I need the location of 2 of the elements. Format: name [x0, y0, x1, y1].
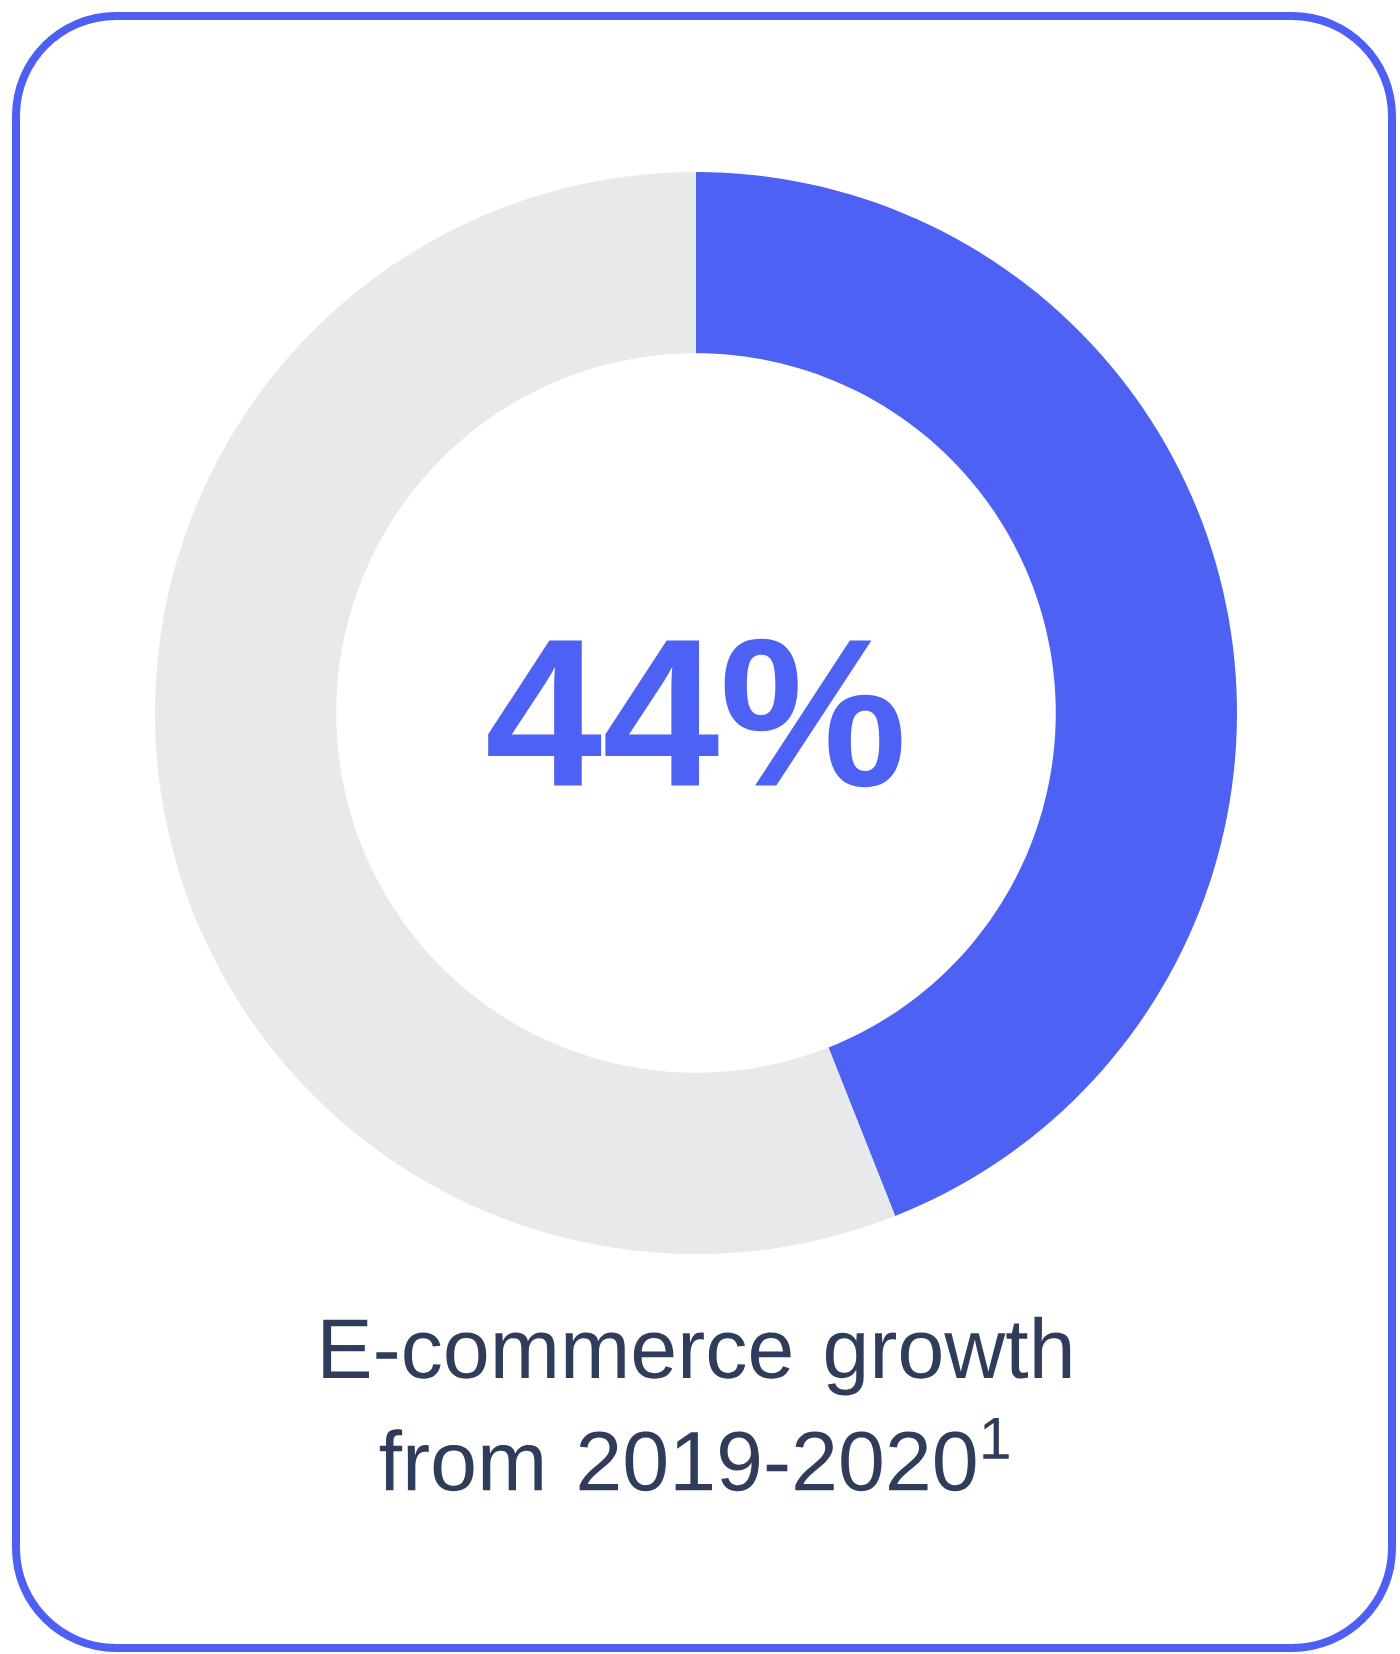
text: E-commerce growth from 2019-2020$^{1}$ — [323, 1316, 1071, 1492]
text: 44% — [488, 638, 902, 788]
